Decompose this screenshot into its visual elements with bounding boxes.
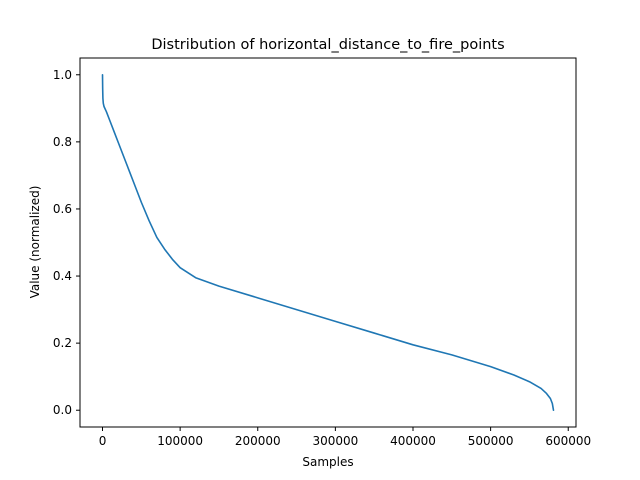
x-tick-label: 200000 [235,434,281,448]
x-tick-label: 0 [99,434,107,448]
x-axis-label: Samples [302,455,353,469]
y-tick-label: 0.0 [53,403,72,417]
y-axis-ticks: 0.0 0.2 0.4 0.6 0.8 1.0 [53,68,80,417]
chart-title: Distribution of horizontal_distance_to_f… [151,37,504,53]
x-axis-ticks: 0 100000 200000 300000 400000 500000 600000 [99,427,591,448]
y-tick-label: 0.4 [53,269,72,283]
y-tick-label: 0.2 [53,336,72,350]
x-tick-label: 300000 [312,434,358,448]
y-tick-label: 0.6 [53,202,72,216]
x-tick-label: 400000 [390,434,436,448]
plot-frame [79,57,577,428]
series-line [101,73,555,412]
y-axis-label: Value (normalized) [28,186,42,299]
x-tick-label: 100000 [157,434,203,448]
x-tick-label: 500000 [468,434,514,448]
y-tick-label: 0.8 [53,135,72,149]
x-tick-label: 600000 [545,434,591,448]
y-tick-label: 1.0 [53,68,72,82]
